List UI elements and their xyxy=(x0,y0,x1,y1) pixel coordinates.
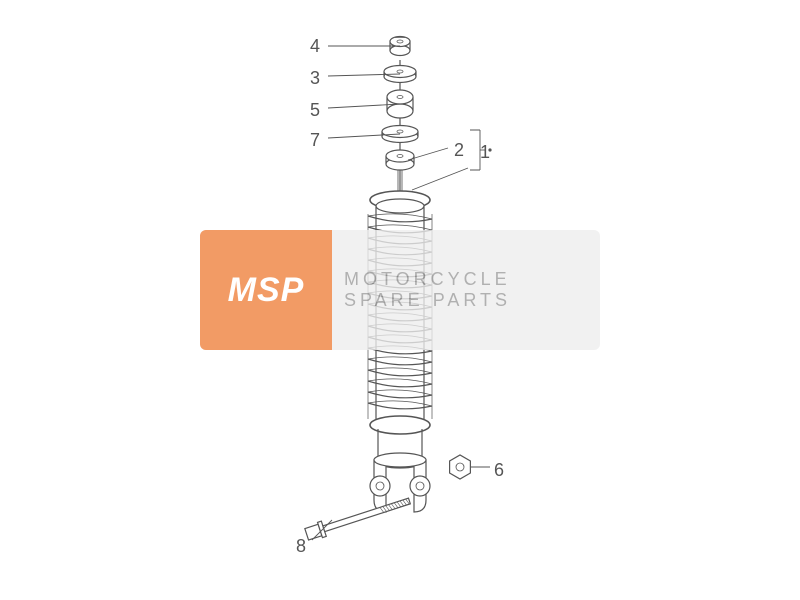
watermark-line2: SPARE PARTS xyxy=(344,290,511,311)
callout-1: 1 xyxy=(480,142,490,163)
watermark-text: MOTORCYCLE SPARE PARTS xyxy=(332,269,511,311)
callout-3: 3 xyxy=(310,68,320,89)
callout-5: 5 xyxy=(310,100,320,121)
callout-8: 8 xyxy=(296,536,306,557)
callout-2: 2 xyxy=(454,140,464,161)
watermark-logo-text: MSP xyxy=(228,271,305,310)
callout-4: 4 xyxy=(310,36,320,57)
callout-6: 6 xyxy=(494,460,504,481)
watermark-logo: MSP xyxy=(200,230,332,350)
watermark-line1: MOTORCYCLE xyxy=(344,269,511,290)
callout-7: 7 xyxy=(310,130,320,151)
watermark: MSP MOTORCYCLE SPARE PARTS xyxy=(200,230,600,350)
